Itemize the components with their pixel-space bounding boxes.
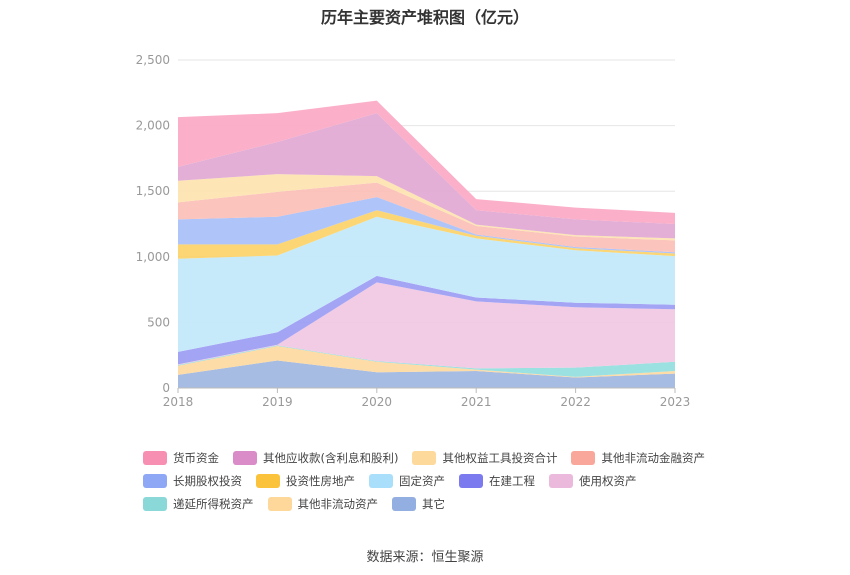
legend-item[interactable]: 其他非流动金融资产 <box>571 450 705 466</box>
y-tick-label: 500 <box>147 315 170 329</box>
legend-swatch <box>143 451 167 465</box>
y-tick-label: 2,000 <box>136 119 170 133</box>
x-tick-label: 2018 <box>163 395 194 409</box>
y-tick-label: 2,500 <box>136 53 170 67</box>
legend: 货币资金 其他应收款(含利息和股利) 其他权益工具投资合计 其他非流动金融资产长期股权… <box>143 450 763 512</box>
y-tick-label: 0 <box>162 381 170 395</box>
legend-swatch <box>571 451 596 465</box>
area-递延所得税资产 <box>178 345 675 377</box>
legend-item[interactable]: 其它 <box>392 496 445 512</box>
legend-item[interactable]: 固定资产 <box>369 473 445 489</box>
area-使用权资产 <box>178 282 675 369</box>
legend-item[interactable]: 其他应收款(含利息和股利) <box>233 450 398 466</box>
stacked-area-chart: 0 500 1,000 1,500 2,000 2,500 2018 2019 2020 2021… <box>136 53 691 409</box>
y-tick-label: 1,000 <box>136 250 170 264</box>
x-tick-label: 2019 <box>262 395 293 409</box>
legend-label: 其他非流动金融资产 <box>601 451 705 465</box>
legend-swatch <box>412 451 437 465</box>
legend-swatch <box>459 474 483 488</box>
legend-label: 货币资金 <box>173 451 219 465</box>
area-其它 <box>178 360 675 388</box>
legend-swatch <box>392 497 416 511</box>
legend-label: 固定资产 <box>399 474 445 488</box>
area-货币资金 <box>178 100 675 224</box>
legend-swatch <box>143 497 167 511</box>
legend-swatch <box>256 474 280 488</box>
x-tick-label: 2023 <box>660 395 691 409</box>
legend-label: 其他权益工具投资合计 <box>442 451 558 465</box>
legend-swatch <box>369 474 393 488</box>
legend-item[interactable]: 在建工程 <box>459 473 535 489</box>
area-series-group <box>178 100 675 388</box>
area-其他非流动资产 <box>178 346 675 378</box>
legend-swatch <box>549 474 573 488</box>
legend-label: 其他非流动资产 <box>297 497 379 511</box>
legend-label: 其它 <box>422 497 445 511</box>
area-固定资产 <box>178 216 675 352</box>
legend-item[interactable]: 长期股权投资 <box>143 473 242 489</box>
data-source: 数据来源：恒生聚源 <box>366 550 484 565</box>
area-其他权益工具投资合计 <box>178 174 675 241</box>
axes: 0 500 1,000 1,500 2,000 2,500 2018 2019 2020 2021… <box>136 53 691 409</box>
x-tick-label: 2020 <box>362 395 393 409</box>
legend-label: 投资性房地产 <box>286 474 355 488</box>
legend-label: 使用权资产 <box>579 474 637 488</box>
legend-swatch <box>143 474 167 488</box>
x-tick-label: 2022 <box>560 395 591 409</box>
legend-item[interactable]: 使用权资产 <box>549 473 637 489</box>
legend-item[interactable]: 投资性房地产 <box>256 473 355 489</box>
area-其他非流动金融资产 <box>178 182 675 253</box>
legend-item[interactable]: 其他权益工具投资合计 <box>412 450 557 466</box>
legend-item[interactable]: 递延所得税资产 <box>143 496 254 512</box>
legend-swatch <box>233 451 257 465</box>
x-tick-label: 2021 <box>461 395 492 409</box>
legend-swatch <box>267 497 292 511</box>
legend-item[interactable]: 其他非流动资产 <box>267 496 379 512</box>
y-tick-label: 1,500 <box>136 184 170 198</box>
area-投资性房地产 <box>178 210 675 259</box>
legend-label: 递延所得税资产 <box>173 497 254 511</box>
legend-label: 在建工程 <box>489 474 535 488</box>
legend-item[interactable]: 货币资金 <box>143 450 219 466</box>
legend-label: 其他应收款(含利息和股利) <box>263 451 399 465</box>
area-长期股权投资 <box>178 197 675 254</box>
chart-title: 历年主要资产堆积图（亿元） <box>320 8 529 27</box>
area-其他应收款(含利息和股利) <box>178 113 675 239</box>
legend-label: 长期股权投资 <box>173 474 242 488</box>
